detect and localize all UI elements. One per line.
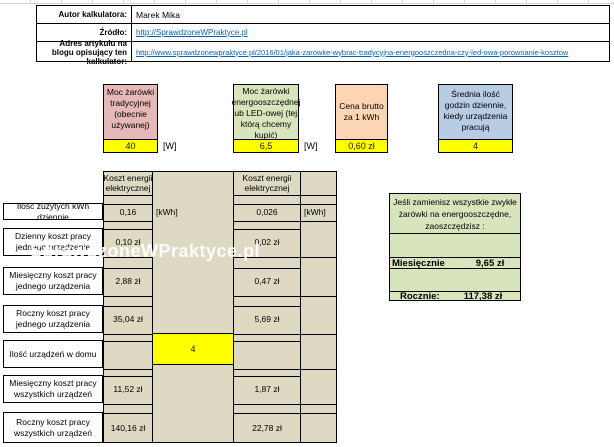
kwh-unit-traditional: [kWh] bbox=[156, 206, 178, 217]
grid-line bbox=[104, 376, 152, 377]
grid-line bbox=[104, 221, 152, 222]
traditional-power-title: Moc żarówki tradycyjnej (obecnie używane… bbox=[106, 87, 155, 130]
source-link[interactable]: http://SprawdzoneWPraktyce.pl bbox=[136, 27, 248, 37]
grid-line bbox=[390, 291, 520, 292]
grid-line bbox=[390, 233, 520, 234]
grid-line bbox=[104, 296, 152, 297]
grid-line bbox=[301, 296, 336, 297]
row-label-device-count: Ilość urządzeń w domu bbox=[3, 340, 103, 368]
author-label: Autor kalkulatora: bbox=[58, 10, 127, 19]
grid-line bbox=[104, 334, 152, 335]
trad-monthly-cost-all: 11,52 zł bbox=[113, 384, 143, 394]
article-link[interactable]: http://www.sprawdzonewpraktyce.pl/2016/0… bbox=[136, 47, 569, 57]
grid-line bbox=[104, 369, 152, 370]
grid-line bbox=[234, 296, 300, 297]
grid-line bbox=[234, 413, 300, 414]
row-label-monthly-cost-all: Miesięczny koszt pracy wszystkich urządz… bbox=[3, 375, 103, 403]
eco-yearly-cost-all: 22,78 zł bbox=[252, 422, 282, 433]
grid-line bbox=[234, 257, 300, 258]
input-box-kwh-price: Cena brutto za 1 kWh bbox=[335, 84, 388, 140]
grid-line bbox=[234, 195, 300, 196]
trad-yearly-cost: 35,04 zł bbox=[113, 314, 143, 324]
hours-daily-title: Średnia ilość godzin dziennie, kiedy urz… bbox=[443, 89, 508, 132]
grid-line bbox=[234, 369, 300, 370]
grid-line bbox=[234, 341, 300, 342]
grid-line bbox=[234, 306, 300, 307]
grid-line bbox=[301, 404, 336, 405]
grid-line bbox=[131, 6, 132, 61]
column-header-traditional: Koszt energii elektrycznej bbox=[103, 173, 153, 193]
row-label-yearly-cost-all: Roczny koszt pracy wszystkich urządzeń bbox=[3, 412, 103, 443]
author-value: Marek Mika bbox=[136, 9, 180, 20]
info-table: Autor kalkulatora: Źródło: Adres artykuł… bbox=[36, 5, 610, 66]
grid-line bbox=[234, 404, 300, 405]
eco-power-title: Moc żarówki energooszczędnej lub LED-owe… bbox=[231, 86, 301, 140]
row-label-kwh-daily: Ilość zużytych kWh dziennie bbox=[3, 201, 103, 222]
grid-line bbox=[234, 376, 300, 377]
trad-yearly-cost-all: 140,16 zł bbox=[110, 422, 146, 433]
row-label-monthly-cost-one: Miesięczny koszt pracy jednego urządzeni… bbox=[3, 267, 103, 295]
savings-monthly-label: Miesięcznie bbox=[392, 258, 445, 269]
savings-yearly-label: Rocznie: bbox=[400, 291, 440, 302]
input-box-traditional-power: Moc żarówki tradycyjnej (obecnie używane… bbox=[103, 84, 158, 140]
grid-line bbox=[37, 23, 609, 24]
eco-monthly-cost-all: 1,87 zł bbox=[254, 384, 280, 394]
savings-yearly-value: 117,38 zł bbox=[463, 291, 503, 302]
row-label-yearly-cost-one: Roczny koszt pracy jednego urządzenia bbox=[3, 305, 103, 333]
grid-line bbox=[104, 268, 152, 269]
eco-kwh-daily: 0,026 bbox=[256, 206, 278, 217]
column-eco-unit bbox=[300, 171, 337, 443]
column-header-eco: Koszt energii elektrycznej bbox=[242, 173, 292, 193]
grid-line bbox=[234, 204, 300, 205]
grid-line bbox=[104, 195, 152, 196]
eco-monthly-cost: 0,47 zł bbox=[254, 276, 280, 286]
eco-yearly-cost: 5,69 zł bbox=[254, 314, 280, 324]
trad-monthly-cost: 2,88 zł bbox=[115, 276, 141, 286]
grid-line bbox=[390, 257, 520, 258]
grid-line bbox=[104, 413, 152, 414]
row-label-daily-cost-one: Dzienny koszt pracy jednego urządzenie bbox=[3, 228, 103, 256]
grid-line bbox=[301, 195, 336, 196]
savings-monthly-value: 9,65 zł bbox=[475, 258, 505, 269]
eco-power-unit: [W] bbox=[304, 141, 318, 151]
grid-line bbox=[104, 257, 152, 258]
source-label: Źródło: bbox=[99, 27, 127, 37]
kwh-unit-eco: [kWh] bbox=[304, 206, 326, 217]
grid-line bbox=[234, 334, 300, 335]
grid-line bbox=[104, 229, 152, 230]
grid-line bbox=[234, 229, 300, 230]
grid-line bbox=[301, 204, 336, 205]
grid-line bbox=[301, 334, 336, 335]
grid-line bbox=[234, 221, 300, 222]
grid-line bbox=[37, 41, 609, 42]
grid-line bbox=[301, 257, 336, 258]
device-count-input[interactable]: 4 bbox=[152, 333, 234, 365]
input-box-eco-power: Moc żarówki energooszczędnej lub LED-owe… bbox=[231, 84, 301, 140]
column-traditional-cost bbox=[103, 171, 153, 443]
grid-line bbox=[104, 341, 152, 342]
grid-line bbox=[301, 413, 336, 414]
eco-power-input[interactable]: 6,5 bbox=[233, 139, 299, 153]
grid-line bbox=[301, 369, 336, 370]
input-box-hours-daily: Średnia ilość godzin dziennie, kiedy urz… bbox=[438, 84, 513, 140]
savings-title: Jeśli zamienisz wszystkie zwykłe żarówki… bbox=[393, 197, 517, 231]
hours-daily-input[interactable]: 4 bbox=[438, 139, 513, 153]
trad-daily-cost: 0,10 zł bbox=[115, 237, 141, 247]
grid-line bbox=[390, 268, 520, 269]
grid-line bbox=[104, 404, 152, 405]
trad-kwh-daily: 0,16 bbox=[119, 206, 137, 217]
grid-line bbox=[234, 268, 300, 269]
kwh-price-input[interactable]: 0,60 zł bbox=[335, 139, 388, 153]
kwh-price-title: Cena brutto za 1 kWh bbox=[339, 101, 384, 122]
grid-line bbox=[104, 306, 152, 307]
eco-daily-cost: 0,02 zł bbox=[254, 237, 280, 247]
traditional-power-unit: [W] bbox=[163, 141, 177, 151]
article-address-label: Adres artykułu na blogu opisujący ten ka… bbox=[51, 38, 127, 66]
grid-line bbox=[104, 204, 152, 205]
traditional-power-input[interactable]: 40 bbox=[103, 139, 158, 153]
top-gridlines bbox=[0, 0, 614, 4]
grid-line bbox=[301, 221, 336, 222]
savings-box: Jeśli zamienisz wszystkie zwykłe żarówki… bbox=[389, 193, 521, 302]
